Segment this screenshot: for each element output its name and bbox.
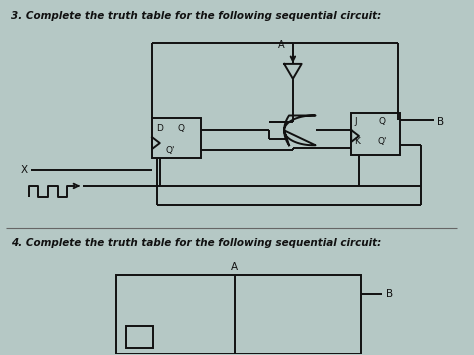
Polygon shape: [284, 64, 301, 79]
Text: K: K: [354, 137, 360, 146]
Text: Q: Q: [378, 118, 385, 126]
Text: J: J: [354, 118, 357, 126]
Bar: [152, 119, 201, 158]
Text: B: B: [437, 118, 444, 127]
Text: Q': Q': [165, 146, 175, 155]
Polygon shape: [284, 115, 316, 145]
Text: 4. Complete the truth table for the following sequential circuit:: 4. Complete the truth table for the foll…: [11, 237, 382, 247]
Text: A: A: [278, 40, 284, 50]
Text: A: A: [231, 262, 238, 272]
Text: Q: Q: [177, 124, 184, 133]
Bar: [351, 113, 400, 155]
Text: B: B: [386, 289, 393, 299]
Bar: [116, 275, 361, 354]
Text: X: X: [21, 165, 28, 175]
Text: Q': Q': [377, 137, 387, 146]
Bar: [126, 326, 153, 348]
Text: D: D: [156, 124, 163, 133]
Text: 3. Complete the truth table for the following sequential circuit:: 3. Complete the truth table for the foll…: [11, 11, 382, 21]
